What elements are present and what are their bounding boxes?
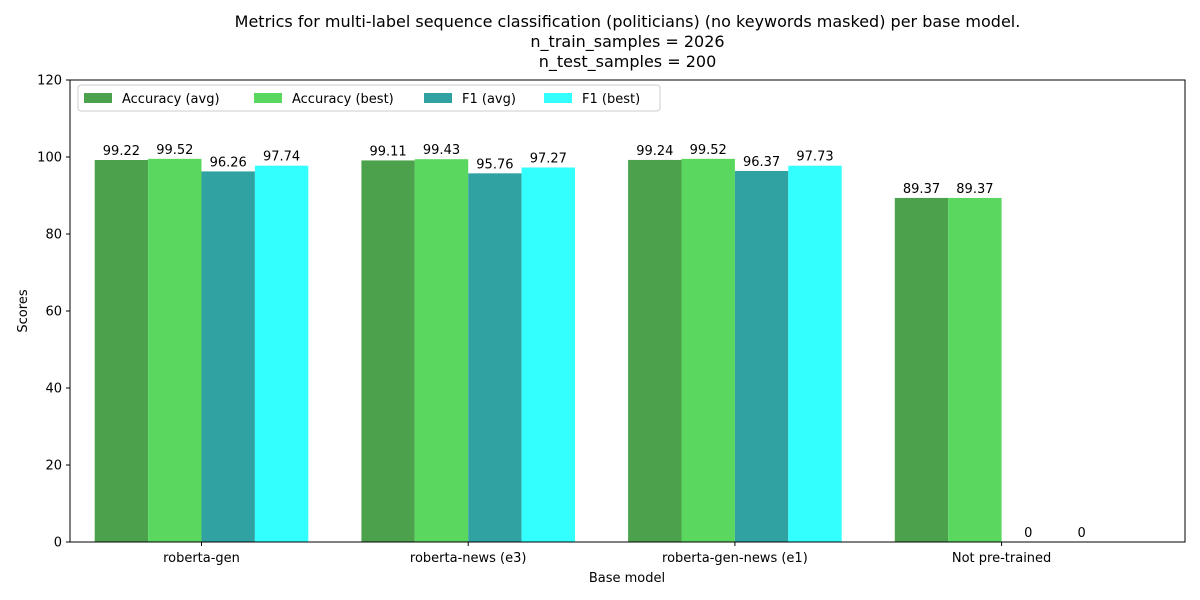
- legend-frame: [77, 84, 661, 112]
- legend-swatch: [84, 93, 112, 103]
- bar: [894, 197, 949, 542]
- data-label: 99.52: [156, 143, 193, 158]
- bar: [734, 170, 789, 543]
- chart-title-line-3: n_test_samples = 200: [538, 52, 717, 71]
- y-tick-label: 100: [37, 151, 62, 166]
- bar: [948, 197, 1002, 542]
- data-label: 89.37: [903, 182, 940, 197]
- data-label: 0: [1024, 526, 1032, 541]
- data-label: 99.11: [369, 144, 406, 159]
- legend: Accuracy (avg) Accuracy (best) F1 (avg) F1 …: [77, 84, 661, 112]
- bar: [148, 158, 202, 542]
- bar: [681, 158, 735, 542]
- bar: [361, 160, 415, 542]
- chart-title: Metrics for multi-label sequence classif…: [70, 12, 1185, 72]
- bar: [414, 159, 469, 542]
- x-tick-label: roberta-gen-news (e1): [662, 551, 808, 566]
- data-label: 96.26: [210, 155, 247, 170]
- chart-title-line-1: Metrics for multi-label sequence classif…: [234, 12, 1021, 31]
- data-label: 95.76: [476, 157, 513, 172]
- legend-label: Accuracy (best): [292, 92, 394, 107]
- data-label: 97.74: [263, 150, 300, 165]
- data-labels-group: 99.22 99.11 99.24 89.37 99.52 99.43 99.52 89.37…: [103, 143, 1086, 541]
- data-label: 96.37: [743, 155, 780, 170]
- data-label: 99.52: [690, 143, 727, 158]
- data-label: 97.73: [796, 150, 833, 165]
- data-label: 0: [1078, 526, 1086, 541]
- bar: [468, 173, 522, 542]
- legend-swatch: [544, 93, 572, 103]
- x-tick-label: roberta-news (e3): [410, 551, 527, 566]
- bar: [628, 159, 682, 542]
- bar: [788, 165, 842, 543]
- y-tick-label: 60: [45, 305, 62, 320]
- x-tick-label: Not pre-trained: [952, 551, 1051, 566]
- y-tick-label: 0: [54, 536, 62, 551]
- x-axis: roberta-gen roberta-news (e3) roberta-gen-…: [163, 542, 1051, 566]
- y-tick-label: 40: [45, 382, 62, 397]
- data-label: 89.37: [956, 182, 993, 197]
- legend-label: F1 (best): [582, 92, 640, 107]
- bar: [94, 160, 149, 542]
- data-label: 99.43: [423, 143, 460, 158]
- bar: [521, 167, 575, 542]
- bars-group: [94, 158, 1002, 543]
- legend-swatch: [424, 93, 452, 103]
- y-tick-label: 20: [45, 459, 62, 474]
- data-label: 99.24: [636, 144, 673, 159]
- bar: [254, 165, 309, 542]
- chart-title-line-2: n_train_samples = 2026: [530, 32, 725, 51]
- legend-swatch: [254, 93, 282, 103]
- y-tick-label: 80: [45, 228, 62, 243]
- bar: [201, 171, 255, 542]
- y-axis-label: Scores: [16, 289, 31, 332]
- y-axis: 0 20 40 60 80 100 120: [37, 74, 70, 551]
- legend-label: Accuracy (avg): [122, 92, 220, 107]
- data-label: 99.22: [103, 144, 140, 159]
- legend-label: F1 (avg): [462, 92, 516, 107]
- x-axis-label: Base model: [589, 571, 665, 586]
- y-tick-label: 120: [37, 74, 62, 89]
- data-label: 97.27: [530, 152, 567, 167]
- x-tick-label: roberta-gen: [163, 551, 240, 566]
